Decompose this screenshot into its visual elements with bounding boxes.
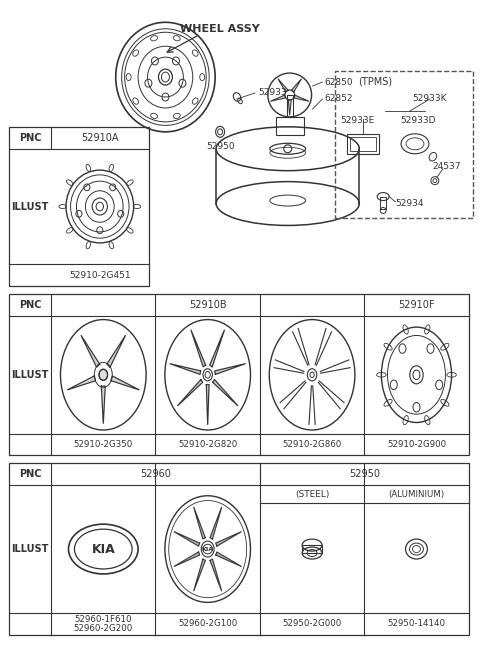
Polygon shape — [213, 380, 238, 406]
Text: 52910-2G860: 52910-2G860 — [282, 440, 342, 449]
Bar — [9, 127, 148, 286]
Polygon shape — [174, 532, 200, 546]
Text: 52960-2G200: 52960-2G200 — [73, 625, 133, 633]
Polygon shape — [174, 552, 200, 566]
Text: PNC: PNC — [19, 300, 41, 310]
Polygon shape — [210, 330, 225, 367]
Text: 62850: 62850 — [324, 77, 353, 87]
Ellipse shape — [203, 369, 212, 381]
Bar — [9, 294, 468, 455]
Bar — [287, 95, 293, 117]
Polygon shape — [210, 507, 222, 539]
Ellipse shape — [201, 541, 214, 557]
Polygon shape — [81, 335, 100, 367]
Text: 52960: 52960 — [140, 470, 171, 480]
Polygon shape — [170, 363, 201, 375]
Text: (STEEL): (STEEL) — [295, 490, 329, 499]
Text: 52960-1F610: 52960-1F610 — [74, 615, 132, 625]
Text: 24537: 24537 — [432, 162, 461, 171]
Bar — [276, 117, 304, 135]
Text: 52910F: 52910F — [398, 300, 435, 310]
Text: 52950: 52950 — [206, 142, 234, 152]
Bar — [380, 197, 386, 209]
Polygon shape — [210, 559, 222, 591]
Text: KIA: KIA — [91, 543, 115, 556]
Polygon shape — [194, 559, 205, 591]
Polygon shape — [111, 376, 139, 390]
Text: 52933D: 52933D — [400, 116, 436, 125]
Text: PNC: PNC — [19, 470, 41, 480]
Polygon shape — [191, 330, 205, 367]
Text: 52950-2G000: 52950-2G000 — [282, 619, 342, 628]
Text: 52933K: 52933K — [413, 94, 447, 104]
Polygon shape — [271, 95, 286, 101]
Polygon shape — [216, 532, 241, 546]
Text: ILLUST: ILLUST — [12, 370, 49, 380]
Bar — [336, 71, 473, 218]
Bar — [348, 134, 379, 154]
Text: 52910-2G350: 52910-2G350 — [73, 440, 133, 449]
Polygon shape — [194, 507, 205, 539]
Text: WHEEL ASSY: WHEEL ASSY — [180, 24, 260, 34]
Ellipse shape — [307, 369, 317, 381]
Text: 52910A: 52910A — [81, 133, 119, 143]
Text: 52910-2G900: 52910-2G900 — [387, 440, 446, 449]
Polygon shape — [216, 552, 241, 566]
Polygon shape — [215, 363, 245, 375]
Ellipse shape — [99, 369, 108, 380]
Text: 62852: 62852 — [324, 94, 353, 104]
Polygon shape — [68, 376, 96, 390]
Polygon shape — [278, 79, 288, 92]
Text: 52950: 52950 — [349, 470, 380, 480]
Text: ILLUST: ILLUST — [12, 544, 49, 554]
Text: 52934: 52934 — [396, 199, 424, 208]
Text: PNC: PNC — [19, 133, 41, 143]
Polygon shape — [288, 100, 291, 115]
Bar — [9, 463, 468, 635]
Text: 52933: 52933 — [258, 87, 287, 96]
Polygon shape — [206, 384, 209, 424]
Polygon shape — [107, 335, 125, 367]
Bar — [302, 545, 322, 553]
Polygon shape — [294, 95, 309, 101]
Text: (TPMS): (TPMS) — [358, 76, 392, 86]
Text: 52933E: 52933E — [340, 116, 374, 125]
Text: ILLUST: ILLUST — [12, 201, 49, 211]
Text: KIA: KIA — [202, 546, 214, 552]
Text: 52910B: 52910B — [189, 300, 227, 310]
Text: 52960-2G100: 52960-2G100 — [178, 619, 237, 628]
Text: 52910-2G451: 52910-2G451 — [69, 271, 131, 279]
Text: (ALUMINIUM): (ALUMINIUM) — [388, 490, 444, 499]
Polygon shape — [178, 380, 203, 406]
Bar — [350, 137, 376, 151]
Text: 52950-14140: 52950-14140 — [387, 619, 445, 628]
Polygon shape — [291, 79, 301, 92]
Polygon shape — [101, 386, 105, 423]
Text: 52910-2G820: 52910-2G820 — [178, 440, 237, 449]
